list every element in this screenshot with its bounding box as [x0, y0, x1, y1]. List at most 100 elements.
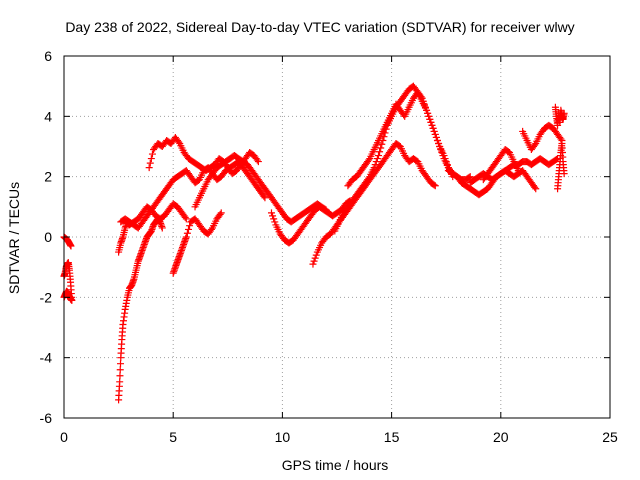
data-point — [431, 130, 439, 138]
data-point — [67, 242, 75, 250]
data-point — [376, 148, 384, 156]
data-point — [182, 233, 190, 241]
data-point — [365, 156, 373, 164]
data-point — [514, 167, 522, 175]
data-point — [148, 150, 156, 158]
data-point — [552, 155, 560, 163]
data-point — [146, 159, 154, 167]
data-point — [175, 138, 183, 146]
data-point — [419, 97, 427, 105]
data-point — [372, 158, 380, 166]
data-point — [378, 140, 386, 148]
data-point — [365, 174, 373, 182]
data-point — [158, 224, 166, 232]
axis-ticks: 0 5 10 15 20 25 -6 -4 -2 0 2 4 6 — [40, 48, 618, 445]
data-point — [531, 183, 539, 191]
data-point — [428, 121, 436, 129]
data-point — [186, 222, 194, 230]
data-point — [465, 173, 473, 181]
data-point — [182, 215, 190, 223]
data-point — [560, 170, 568, 178]
data-point — [253, 156, 261, 164]
data-point — [418, 94, 426, 102]
data-point — [373, 155, 381, 163]
y-tick-label: -2 — [40, 289, 53, 305]
data-point — [433, 136, 441, 144]
data-point — [147, 155, 155, 163]
data-point — [430, 127, 438, 135]
data-point — [437, 146, 445, 154]
data-point — [374, 152, 382, 160]
series-arc-e — [169, 209, 225, 277]
data-point — [116, 378, 124, 386]
data-point — [183, 229, 191, 237]
data-point — [254, 158, 262, 166]
data-point — [531, 141, 539, 149]
data-point — [371, 161, 379, 169]
x-tick-label: 20 — [493, 429, 509, 445]
series-arc-a — [115, 215, 166, 404]
data-point — [417, 93, 425, 101]
data-point — [377, 144, 385, 152]
data-point — [270, 215, 278, 223]
data-point — [311, 254, 319, 262]
data-point — [116, 372, 124, 380]
data-point — [271, 218, 279, 226]
series-arc-n — [519, 121, 566, 154]
plot-frame — [63, 55, 611, 419]
data-point — [68, 296, 76, 304]
data-point — [431, 182, 439, 190]
x-tick-label: 0 — [60, 429, 68, 445]
data-point — [425, 112, 433, 120]
series-arc-early — [60, 233, 75, 250]
series-arc-o — [551, 103, 568, 129]
data-point — [267, 209, 275, 217]
series-arc-early-c — [60, 287, 76, 304]
data-point — [429, 124, 437, 132]
y-tick-label: -6 — [40, 410, 53, 426]
data-point — [426, 115, 434, 123]
data-point — [370, 164, 378, 172]
data-point — [532, 185, 540, 193]
data-point — [423, 106, 431, 114]
data-point — [181, 213, 189, 221]
data-point — [557, 135, 565, 143]
data-point — [217, 209, 225, 217]
y-axis-label: SDTVAR / TECUs — [6, 182, 22, 294]
data-point — [466, 173, 474, 181]
data-point — [435, 139, 443, 147]
data-point — [309, 260, 317, 268]
data-point — [116, 366, 124, 374]
data-point — [436, 143, 444, 150]
data-point — [420, 100, 428, 108]
data-point — [269, 212, 277, 220]
x-tick-label: 25 — [602, 429, 618, 445]
data-point — [439, 152, 447, 160]
data-points — [60, 82, 568, 404]
x-tick-label: 10 — [275, 429, 291, 445]
data-point — [260, 192, 268, 200]
y-tick-label: 4 — [44, 108, 52, 124]
data-point — [438, 149, 446, 157]
series-arc-l — [466, 167, 540, 193]
data-point — [427, 118, 435, 126]
data-point — [216, 210, 224, 218]
x-axis-label: GPS time / hours — [282, 457, 389, 473]
series-arc-p — [554, 139, 568, 193]
data-point — [145, 164, 153, 172]
data-point — [421, 103, 429, 111]
x-tick-label: 15 — [384, 429, 400, 445]
series-arc-m — [479, 146, 522, 184]
y-tick-label: 0 — [44, 229, 52, 245]
chart-title: Day 238 of 2022, Sidereal Day-to-day VTE… — [65, 19, 574, 35]
data-point — [117, 360, 125, 368]
data-point — [312, 251, 320, 259]
data-point — [184, 225, 192, 233]
data-point — [432, 133, 440, 141]
series-arc-c — [117, 158, 269, 232]
y-tick-label: -4 — [40, 350, 53, 366]
data-point — [424, 109, 432, 117]
x-tick-label: 5 — [169, 429, 177, 445]
y-tick-label: 2 — [44, 169, 52, 185]
